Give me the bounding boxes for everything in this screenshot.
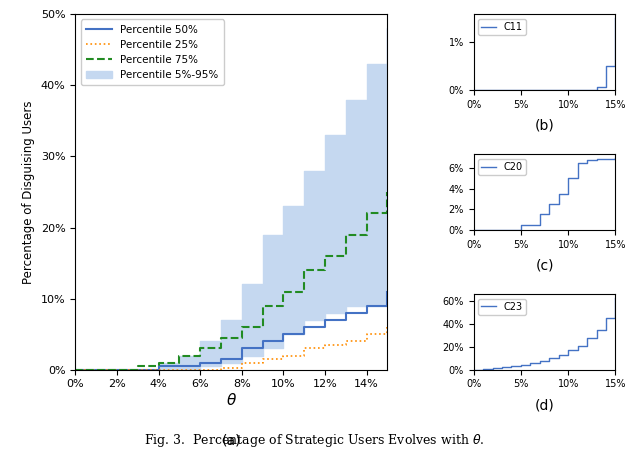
Percentile 50% — [238, 346, 246, 351]
Percentile 75% — [259, 303, 266, 309]
Percentile 25% — [113, 367, 121, 373]
Percentile 75% — [279, 289, 287, 294]
Percentile 50% — [197, 360, 204, 365]
Percentile 25% — [279, 353, 287, 358]
Percentile 25% — [300, 346, 308, 351]
Percentile 25% — [384, 324, 391, 330]
Y-axis label: Percentage of Disguising Users: Percentage of Disguising Users — [23, 100, 35, 284]
Percentile 75% — [197, 346, 204, 351]
Percentile 50% — [217, 356, 225, 362]
Percentile 75% — [300, 267, 308, 273]
Percentile 25% — [321, 342, 328, 348]
Percentile 50% — [154, 363, 162, 369]
Percentile 25% — [92, 367, 100, 373]
Percentile 50% — [176, 363, 183, 369]
Percentile 75% — [72, 367, 79, 373]
Text: Fig. 3.  Percentage of Strategic Users Evolves with $\theta$.: Fig. 3. Percentage of Strategic Users Ev… — [144, 432, 484, 449]
X-axis label: $\theta$: $\theta$ — [226, 392, 237, 408]
Percentile 75% — [363, 210, 371, 216]
Percentile 75% — [113, 367, 121, 373]
Percentile 50% — [113, 367, 121, 373]
Percentile 75% — [154, 360, 162, 365]
Percentile 25% — [72, 367, 79, 373]
Percentile 25% — [217, 365, 225, 371]
Percentile 50% — [72, 367, 79, 373]
Percentile 25% — [134, 367, 141, 373]
Percentile 75% — [92, 367, 100, 373]
Legend: C20: C20 — [479, 159, 526, 175]
Line: Percentile 50%: Percentile 50% — [75, 292, 387, 370]
Percentile 75% — [342, 232, 350, 237]
Percentile 50% — [384, 289, 391, 294]
Text: (a): (a) — [222, 434, 241, 448]
Percentile 50% — [342, 310, 350, 316]
Legend: C23: C23 — [479, 299, 526, 315]
Percentile 50% — [259, 338, 266, 344]
Percentile 25% — [342, 338, 350, 344]
Percentile 75% — [384, 189, 391, 195]
Percentile 25% — [238, 360, 246, 365]
Percentile 25% — [154, 367, 162, 373]
Percentile 50% — [279, 331, 287, 337]
Percentile 75% — [238, 324, 246, 330]
Percentile 25% — [259, 356, 266, 362]
Legend: C11: C11 — [479, 19, 526, 35]
Text: (d): (d) — [534, 399, 555, 412]
Text: (c): (c) — [535, 258, 554, 273]
Line: Percentile 25%: Percentile 25% — [75, 327, 387, 370]
Percentile 75% — [176, 353, 183, 358]
Percentile 75% — [217, 335, 225, 341]
Percentile 25% — [176, 367, 183, 373]
Text: (b): (b) — [534, 118, 555, 133]
Line: Percentile 75%: Percentile 75% — [75, 192, 387, 370]
Percentile 75% — [134, 363, 141, 369]
Percentile 25% — [197, 367, 204, 373]
Percentile 50% — [363, 303, 371, 309]
Percentile 50% — [92, 367, 100, 373]
Percentile 50% — [321, 317, 328, 323]
Legend: Percentile 50%, Percentile 25%, Percentile 75%, Percentile 5%-95%: Percentile 50%, Percentile 25%, Percenti… — [80, 19, 224, 85]
Percentile 75% — [321, 253, 328, 259]
Percentile 50% — [300, 324, 308, 330]
Percentile 50% — [134, 367, 141, 373]
Percentile 25% — [363, 331, 371, 337]
